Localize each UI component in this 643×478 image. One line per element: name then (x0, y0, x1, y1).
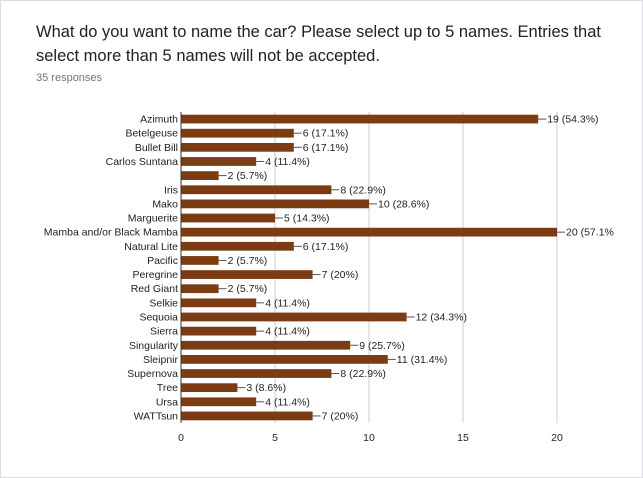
data-label: 6 (17.1%) (303, 241, 349, 253)
bar (181, 227, 557, 237)
category-label: Pacific (147, 255, 178, 267)
category-label: Mamba and/or Black Mamba (44, 227, 178, 239)
bar (181, 369, 332, 378)
data-label: 20 (57.1% (566, 227, 614, 239)
data-label: 2 (5.7%) (228, 283, 268, 295)
data-label: 2 (5.7%) (228, 255, 268, 267)
bar (181, 312, 407, 322)
bar (181, 355, 388, 364)
x-tick-label: 0 (178, 432, 184, 444)
responses-count: 35 responses (36, 72, 103, 84)
data-label: 7 (20%) (322, 410, 359, 422)
data-label: 4 (11.4%) (265, 297, 310, 309)
bar (181, 142, 294, 152)
data-label: 4 (11.4%) (265, 396, 310, 408)
category-label: Sierra (150, 326, 178, 338)
category-label: WATTsun (134, 410, 178, 422)
category-label: Betelgeuse (125, 128, 178, 140)
bar (181, 270, 313, 279)
bar (181, 199, 369, 209)
data-label: 3 (8.6%) (246, 382, 286, 394)
data-label: 4 (11.4%) (265, 326, 310, 338)
data-label: 19 (54.3%) (547, 114, 598, 126)
category-label: Natural Lite (124, 241, 178, 253)
bar (181, 185, 332, 195)
category-label: Tree (157, 382, 178, 394)
data-label: 10 (28.6%) (378, 198, 429, 210)
category-label: Azimuth (140, 114, 178, 126)
data-label: 5 (14.3%) (284, 213, 330, 225)
x-tick-label: 20 (551, 432, 563, 444)
bar (181, 284, 219, 294)
bar (181, 298, 257, 308)
category-label: Iris (164, 184, 178, 196)
data-label: 11 (31.4%) (397, 354, 448, 366)
bar (181, 256, 219, 265)
bar (181, 128, 294, 138)
bar (181, 411, 313, 421)
category-label: Sleipnir (143, 354, 179, 366)
x-tick-label: 5 (272, 432, 278, 444)
bar (181, 213, 275, 223)
category-label: Bullet Bill (135, 142, 178, 154)
data-label: 2 (5.7%) (228, 170, 268, 182)
bar (181, 241, 294, 251)
category-label: Sequoia (139, 311, 178, 323)
x-tick-label: 10 (363, 432, 375, 444)
category-label: Mako (152, 198, 178, 210)
category-label: Marguerite (128, 213, 178, 225)
bar (181, 383, 238, 393)
data-label: 6 (17.1%) (303, 142, 349, 154)
category-label: Singularity (129, 340, 179, 352)
category-label: Ursa (156, 396, 178, 408)
bar (181, 340, 351, 350)
category-label: Carlos Suntana (106, 156, 179, 168)
category-label: Red Giant (131, 283, 178, 295)
category-label: Peregrine (132, 269, 178, 281)
bar (181, 397, 257, 407)
data-label: 6 (17.1%) (303, 128, 349, 140)
data-label: 4 (11.4%) (265, 156, 310, 168)
category-label: Supernova (127, 368, 178, 380)
data-label: 8 (22.9%) (340, 368, 386, 380)
data-label: 9 (25.7%) (359, 340, 405, 352)
data-label: 12 (34.3%) (416, 311, 467, 323)
x-tick-label: 15 (457, 432, 469, 444)
bar (181, 157, 257, 166)
bar (181, 171, 219, 180)
question-title: What do you want to name the car? Please… (36, 23, 601, 65)
data-label: 8 (22.9%) (340, 184, 386, 196)
bar (181, 326, 257, 336)
data-label: 7 (20%) (322, 269, 359, 281)
bar (181, 114, 539, 124)
category-label: Selkie (149, 297, 178, 309)
